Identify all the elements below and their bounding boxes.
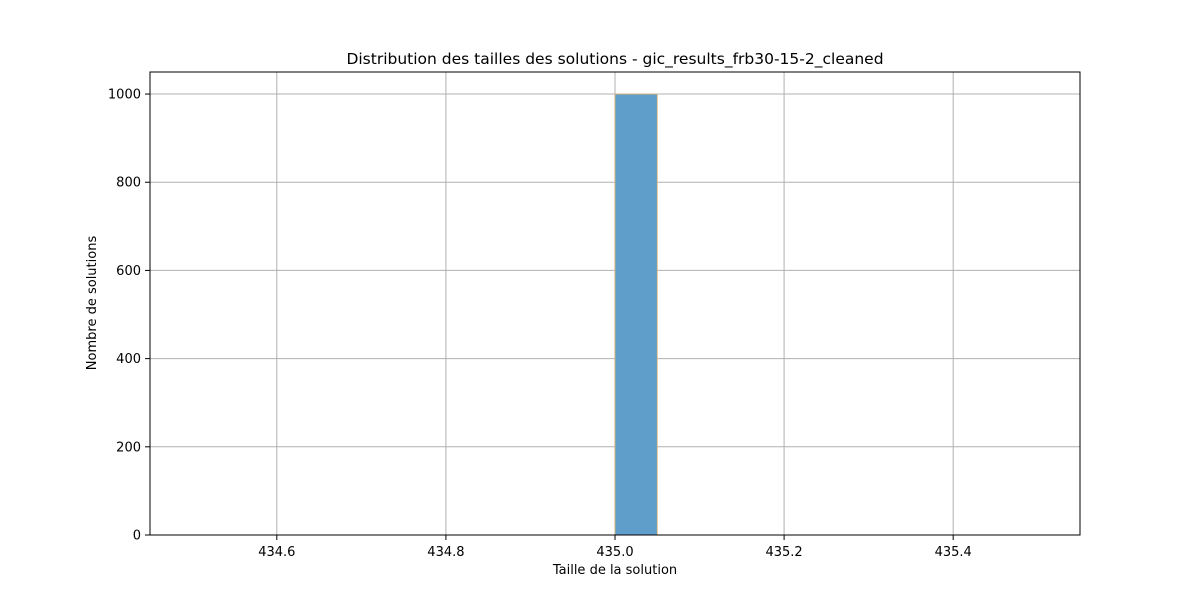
y-tick-label: 400 (116, 352, 141, 367)
histogram-bars (614, 93, 658, 536)
y-tick-label: 800 (116, 176, 141, 191)
x-axis-label: Taille de la solution (552, 563, 677, 578)
y-axis-ticks: 0 200 400 600 800 1000 (108, 88, 150, 544)
x-tick-label: 434.8 (427, 545, 464, 560)
x-tick-label: 435.2 (765, 545, 802, 560)
y-axis-label: Nombre de solutions (85, 236, 100, 371)
x-tick-label: 435.4 (935, 545, 972, 560)
x-tick-label: 434.6 (258, 545, 295, 560)
y-tick-label: 1000 (108, 88, 141, 103)
chart-title: Distribution des tailles des solutions -… (346, 50, 883, 69)
y-tick-label: 200 (116, 440, 141, 455)
x-axis-ticks: 434.6 434.8 435.0 435.2 435.4 (258, 535, 972, 560)
x-tick-label: 435.0 (596, 545, 633, 560)
y-tick-label: 0 (133, 529, 141, 544)
histogram-bar (614, 93, 658, 536)
y-tick-label: 600 (116, 264, 141, 279)
